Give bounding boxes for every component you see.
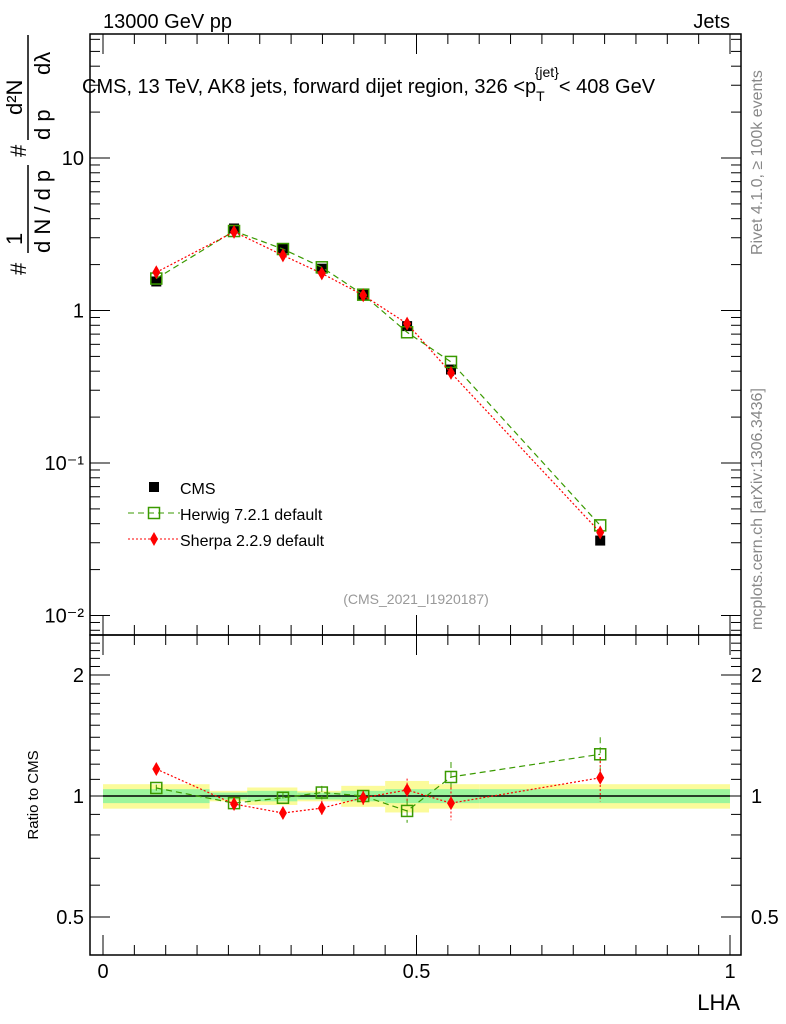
data-point (403, 316, 412, 331)
x-tick-label: 0 (97, 961, 108, 983)
header-left: 13000 GeV pp (103, 11, 232, 33)
ratio-point (596, 770, 605, 785)
ratio-point (150, 781, 163, 795)
ratio-point (278, 806, 287, 821)
ratio-point (315, 786, 329, 799)
y-tick-label: 10⁻² (45, 606, 85, 628)
analysis-annotation: (CMS_2021_I1920187) (343, 591, 489, 607)
svg-text:#: # (6, 144, 31, 157)
svg-text:1: 1 (2, 233, 27, 245)
data-point (317, 266, 326, 281)
legend-marker-herwig (147, 506, 161, 520)
data-point (359, 288, 368, 303)
svg-text:d p: d p (30, 109, 55, 140)
data-point (152, 265, 161, 280)
y-tick-label: 10 (62, 148, 84, 170)
series-line-1 (155, 230, 601, 526)
mcplots-label: mcplots.cern.ch [arXiv:1306.3436] (749, 388, 766, 630)
data-point (446, 365, 455, 380)
x-axis-label: LHA (697, 990, 740, 1015)
ratio-line-1 (156, 753, 601, 812)
ratio-point (276, 791, 290, 805)
x-tick-label: 0.5 (403, 961, 431, 983)
svg-text:#: # (6, 262, 31, 275)
ratio-y-tick-label: 2 (73, 665, 84, 687)
legend-marker-sherpa (150, 532, 158, 546)
ratio-point (444, 770, 458, 784)
ratio-plot-frame (89, 634, 742, 956)
svg-text:d N / d p: d N / d p (30, 170, 55, 253)
ratio-point (446, 796, 455, 811)
header-right: Jets (693, 11, 730, 33)
legend-label-cms: CMS (180, 481, 216, 498)
plot-title: CMS, 13 TeV, AK8 jets, forward dijet reg… (82, 64, 656, 104)
data-point (595, 535, 606, 546)
ratio-point (230, 797, 239, 812)
ratio-line-2 (156, 768, 601, 814)
data-point (230, 224, 239, 239)
ratio-point (403, 782, 412, 797)
ratio-y-tick-label: 0.5 (56, 907, 84, 929)
data-point (596, 525, 605, 540)
legend-label-herwig: Herwig 7.2.1 default (180, 507, 323, 524)
ratio-point (317, 801, 326, 816)
ratio-point (152, 762, 161, 777)
ratio-y-tick-label: 2 (751, 665, 762, 687)
ratio-y-tick-label: 1 (751, 786, 762, 808)
ratio-point (593, 748, 607, 761)
data-point (278, 248, 287, 263)
x-tick-label: 1 (724, 961, 735, 983)
series-line-2 (156, 231, 601, 533)
y-tick-label: 10⁻¹ (45, 453, 85, 475)
svg-text:d²N: d²N (2, 80, 27, 115)
ratio-point (400, 804, 414, 818)
ratio-y-tick-label: 1 (73, 786, 84, 808)
legend-label-sherpa: Sherpa 2.2.9 default (180, 533, 325, 550)
y-axis-label: # 1 d N / d p # d²N d p dλ (2, 35, 55, 275)
svg-text:dλ: dλ (30, 52, 55, 75)
rivet-label: Rivet 4.1.0, ≥ 100k events (749, 70, 766, 255)
y-tick-label: 1 (73, 301, 84, 323)
ratio-point (359, 790, 368, 805)
legend-marker-cms (149, 482, 159, 492)
ratio-y-tick-label: 0.5 (751, 907, 779, 929)
data-point (151, 276, 162, 287)
legend: CMS Herwig 7.2.1 default Sherpa 2.2.9 de… (180, 481, 325, 550)
ratio-y-label: Ratio to CMS (25, 750, 42, 839)
